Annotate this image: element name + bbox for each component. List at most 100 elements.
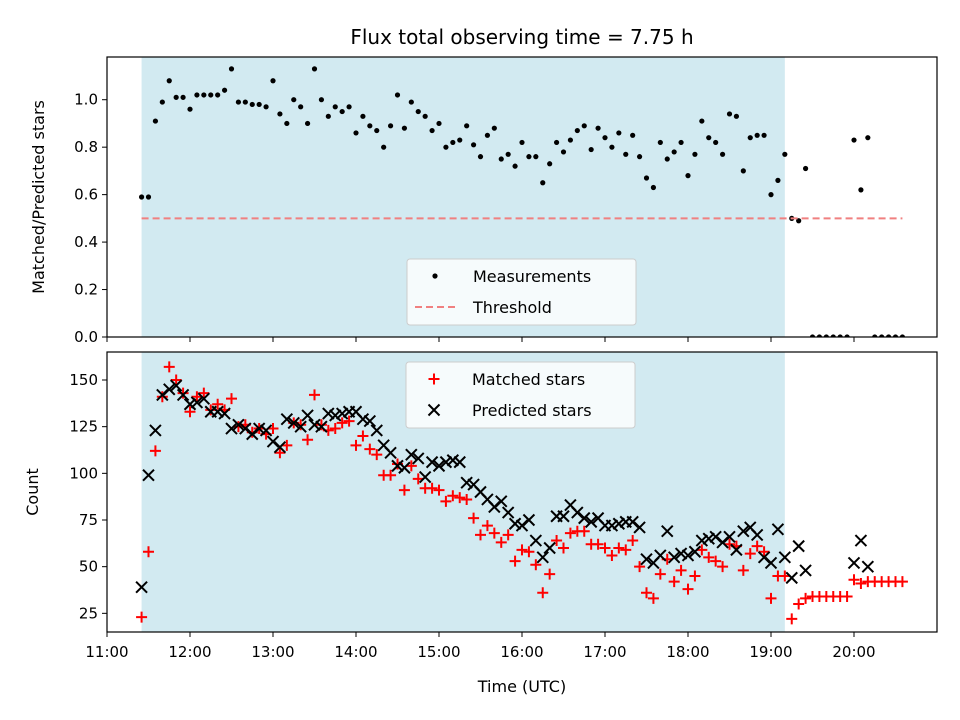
predicted-star-point <box>557 510 570 523</box>
matched-star-point <box>654 568 666 580</box>
measurement-point <box>187 106 193 112</box>
predicted-star-point <box>854 534 868 547</box>
predicted-star-point <box>252 422 266 435</box>
measurement-point <box>298 104 304 110</box>
measurement-point <box>796 218 802 224</box>
predicted-star-point <box>301 409 314 422</box>
measurement-point <box>138 194 145 200</box>
matched-star-point <box>578 525 590 537</box>
matched-star-point <box>143 546 154 558</box>
measurement-point <box>768 192 774 198</box>
matched-star-point <box>309 389 320 401</box>
measurement-point <box>671 149 677 155</box>
matched-star-point <box>398 484 410 496</box>
predicted-star-point <box>792 539 805 553</box>
predicted-star-point <box>169 379 183 392</box>
predicted-star-point <box>730 543 743 557</box>
predicted-star-point <box>218 407 231 420</box>
measurement-point <box>470 142 477 148</box>
matched-star-point <box>620 544 632 556</box>
measurement-point <box>291 97 297 103</box>
matched-star-point <box>758 546 770 558</box>
matched-star-point <box>302 434 314 446</box>
matched-star-point <box>682 583 694 595</box>
predicted-star-point <box>384 446 397 460</box>
measurement-point <box>311 66 318 72</box>
x-tick-label: 20:00 <box>832 643 875 661</box>
measurement-point <box>526 154 532 160</box>
matched-star-point <box>848 574 860 586</box>
predicted-star-point <box>412 452 425 465</box>
matched-star-point <box>163 361 175 373</box>
measurement-point <box>228 66 235 72</box>
matched-star-point <box>364 443 376 455</box>
matched-star-point <box>647 592 659 604</box>
measurement-point <box>166 78 172 84</box>
measurement-point <box>892 334 899 337</box>
measurement-point <box>235 99 242 105</box>
legend-label: Measurements <box>473 267 591 286</box>
measurement-point <box>837 334 843 337</box>
predicted-star-point <box>508 517 522 530</box>
matched-star-point <box>668 576 680 588</box>
measurement-point <box>422 113 428 119</box>
measurement-point <box>332 104 338 110</box>
y-tick-label: 0.6 <box>74 186 98 204</box>
matched-star-point <box>433 484 445 496</box>
measurement-point <box>685 173 691 179</box>
predicted-star-point <box>183 398 197 411</box>
measurement-point <box>595 125 601 131</box>
predicted-star-point <box>799 564 812 577</box>
measurement-point <box>367 123 373 129</box>
measurement-point <box>747 135 753 141</box>
measurement-point <box>761 132 767 138</box>
measurement-point <box>180 94 186 100</box>
legend-marker-plus <box>428 373 440 385</box>
matched-star-point <box>744 548 756 560</box>
measurement-point <box>505 151 511 157</box>
predicted-star-point <box>495 495 508 508</box>
measurement-point <box>879 334 885 337</box>
y-tick-label: 1.0 <box>74 91 98 109</box>
measurement-point <box>443 144 449 150</box>
predicted-star-point <box>398 461 411 474</box>
y-tick-label: 50 <box>79 558 98 576</box>
predicted-star-point <box>771 523 785 536</box>
measurement-point <box>872 334 878 337</box>
predicted-star-point <box>363 414 377 428</box>
x-tick-label: 13:00 <box>251 643 294 661</box>
matched-star-point <box>315 419 327 431</box>
measurement-point <box>159 99 165 105</box>
matched-star-point <box>454 492 466 504</box>
predicted-star-point <box>750 528 764 542</box>
matched-star-point <box>558 542 569 554</box>
measurement-point <box>374 127 380 134</box>
measurement-point <box>242 99 248 105</box>
matched-star-point <box>751 540 763 552</box>
predicted-star-point <box>308 418 321 432</box>
measurement-point <box>775 177 781 183</box>
measurement-point <box>339 108 345 115</box>
matched-star-point <box>841 591 853 603</box>
legend-label: Threshold <box>472 298 552 317</box>
matched-star-point <box>627 535 639 547</box>
predicted-star-point <box>211 405 224 418</box>
x-tick-label: 19:00 <box>749 643 792 661</box>
matched-star-point <box>488 527 500 539</box>
measurement-point <box>325 113 331 119</box>
measurement-point <box>540 180 546 186</box>
top-panel-matched-ratio: 0.0 0.2 0.4 0.6 0.8 1.0 Matched/Predicted star… <box>29 56 938 346</box>
measurement-point <box>450 139 456 146</box>
legend-marker-x <box>427 403 441 417</box>
measurement-point <box>719 151 726 157</box>
measurement-point <box>464 123 470 129</box>
measurement-point <box>408 99 414 105</box>
matched-star-point <box>274 447 286 459</box>
matched-star-point <box>385 469 397 481</box>
matched-star-point <box>336 417 348 429</box>
matched-star-point <box>426 482 438 494</box>
matched-star-point <box>461 493 473 505</box>
measurement-point <box>650 184 657 191</box>
predicted-star-point <box>702 532 715 545</box>
measurement-point <box>249 101 255 108</box>
